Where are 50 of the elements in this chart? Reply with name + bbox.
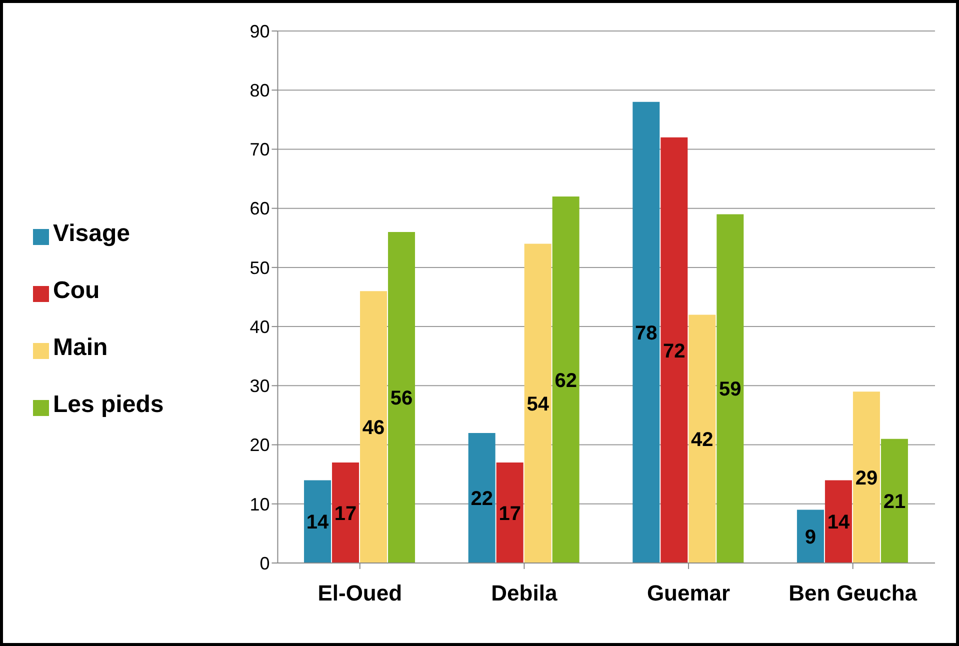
data-label: 72	[663, 340, 686, 362]
data-label: 42	[691, 428, 714, 451]
data-label: 14	[827, 512, 850, 534]
x-tick-label: Ben Geucha	[788, 580, 918, 606]
data-label: 17	[498, 502, 521, 525]
bar	[360, 291, 388, 563]
y-tick-label: 70	[250, 140, 270, 160]
y-tick-label: 0	[260, 553, 270, 574]
data-label: 62	[554, 370, 577, 392]
bar	[824, 480, 852, 563]
data-label: 29	[855, 467, 878, 490]
bar	[332, 462, 360, 563]
bar	[304, 480, 332, 563]
y-tick-label: 30	[250, 376, 270, 396]
bar	[524, 244, 552, 563]
data-label: 56	[390, 388, 413, 410]
y-tick-label: 10	[250, 494, 270, 514]
data-label: 78	[635, 322, 658, 345]
x-tick-label: El-Oued	[318, 580, 402, 606]
bar	[716, 214, 744, 563]
data-label: 54	[526, 394, 550, 416]
bar	[880, 438, 908, 563]
y-tick-label: 50	[250, 258, 270, 278]
data-label: 59	[719, 378, 742, 401]
bar	[388, 232, 416, 563]
data-label: 14	[306, 512, 330, 534]
data-label: 21	[883, 491, 906, 514]
legend-label: Cou	[53, 277, 100, 304]
bar	[852, 392, 880, 563]
bar	[496, 462, 524, 563]
bar	[660, 137, 688, 563]
bar	[552, 196, 580, 563]
x-tick-label: Debila	[491, 580, 558, 606]
bar	[468, 432, 496, 563]
data-label: 17	[334, 502, 357, 525]
y-tick-label: 90	[250, 21, 270, 42]
legend-label: Visage	[53, 220, 130, 247]
y-tick-label: 80	[250, 80, 270, 100]
bar	[688, 314, 716, 563]
y-tick-label: 60	[250, 198, 270, 219]
legend-label: Main	[53, 334, 108, 361]
data-label: 46	[362, 417, 385, 440]
legend-label: Les pieds	[53, 391, 164, 418]
bar	[632, 102, 660, 563]
bar	[796, 510, 824, 563]
y-tick-label: 20	[250, 435, 270, 456]
y-tick-label: 40	[250, 316, 270, 337]
data-label: 22	[470, 488, 493, 510]
x-tick-label: Guemar	[646, 580, 731, 606]
data-label: 9	[804, 526, 816, 548]
